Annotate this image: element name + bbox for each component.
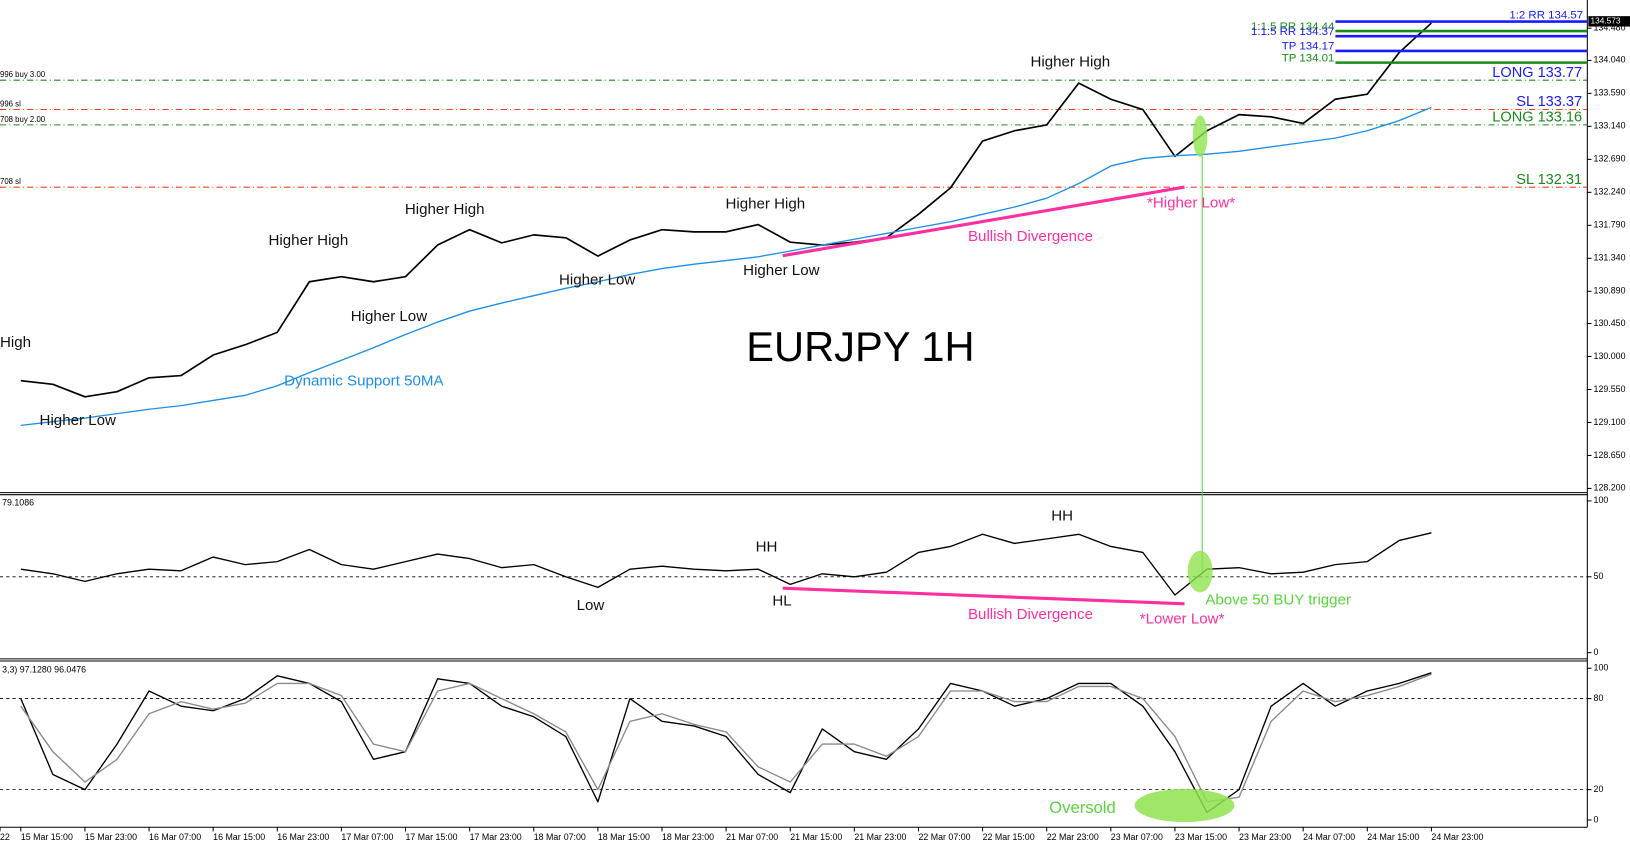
x-tick-label: 22 Mar 23:00 (1047, 832, 1099, 842)
x-tick-label: 16 Mar 23:00 (277, 832, 329, 842)
annotation: High (0, 334, 31, 351)
y-tick-label: 130.450 (1594, 318, 1626, 328)
annotation: Bullish Divergence (968, 228, 1093, 245)
annotation: Oversold (1049, 798, 1116, 817)
x-tick-label: 17 Mar 15:00 (406, 832, 458, 842)
annotation: Higher Low (559, 272, 635, 289)
level-label: LONG 133.16 (1492, 109, 1582, 125)
annotation: Low (577, 597, 605, 614)
annotation: Higher Low (351, 308, 427, 325)
y-tick-label: 20 (1594, 784, 1604, 794)
series-line (20, 673, 1432, 803)
x-tick-label: 23 Mar 15:00 (1175, 832, 1227, 842)
annotation: *Lower Low* (1140, 610, 1225, 627)
x-tick-label: 23 Mar 07:00 (1111, 832, 1163, 842)
chart-title: EURJPY 1H (746, 323, 974, 370)
y-tick-label: 80 (1594, 693, 1604, 703)
price-tag (1588, 16, 1630, 27)
x-tick-label: 17 Mar 23:00 (470, 832, 522, 842)
order-label: 708 sl (0, 177, 21, 186)
y-tick-label: 0 (1594, 647, 1599, 657)
target-label: TP 134.17 (1282, 41, 1335, 53)
target-label: TP 134.01 (1282, 52, 1335, 64)
annotation: HH (1051, 508, 1073, 525)
y-tick-label: 134.040 (1594, 55, 1626, 65)
annotation: Higher Low (743, 262, 819, 279)
order-label: 708 buy 2.00 (0, 115, 46, 124)
divergence-line (782, 586, 1185, 606)
y-tick-label: 131.340 (1594, 253, 1626, 263)
annotation: Higher High (725, 196, 805, 213)
highlight (1187, 550, 1213, 593)
panel-title: 79.1086 (2, 497, 34, 507)
price-tag-label: 134.573 (1590, 16, 1620, 26)
level-label: SL 132.31 (1516, 172, 1582, 188)
y-tick-label: 100 (1594, 663, 1609, 673)
order-label: 996 buy 3.00 (0, 70, 46, 79)
y-tick-label: 133.590 (1594, 88, 1626, 98)
x-tick-label: 24 Mar 07:00 (1303, 832, 1355, 842)
panel-title: 3,3) 97.1280 96.0476 (2, 665, 86, 675)
y-tick-label: 129.550 (1594, 384, 1626, 394)
y-tick-label: 0 (1594, 814, 1599, 824)
annotations: EURJPY 1H High Higher Low Higher High Hi… (0, 53, 1351, 817)
level-label: LONG 133.77 (1492, 65, 1582, 81)
series-line (20, 672, 1432, 814)
annotation: Higher High (405, 201, 485, 218)
x-tick-label: 21 Mar 23:00 (854, 832, 906, 842)
annotation: Bullish Divergence (968, 606, 1093, 623)
y-tick-label: 132.690 (1594, 154, 1626, 164)
annotation: *Higher Low* (1147, 195, 1235, 212)
x-tick-label: 21 Mar 15:00 (790, 832, 842, 842)
x-tick-label: 15 Mar 15:00 (21, 832, 73, 842)
x-tick-label: 17 Mar 07:00 (341, 832, 393, 842)
x-tick-label: 18 Mar 15:00 (598, 832, 650, 842)
annotation: Higher High (269, 232, 349, 249)
y-tick-label: 100 (1594, 495, 1609, 505)
highlight (1192, 115, 1208, 157)
x-tick-label: 21 Mar 07:00 (726, 832, 778, 842)
y-tick-label: 132.240 (1594, 187, 1626, 197)
y-tick-label: 130.000 (1594, 351, 1626, 361)
x-tick-label: 16 Mar 07:00 (149, 832, 201, 842)
x-tick-label: 15 Mar 23:00 (85, 832, 137, 842)
x-tick-label: 18 Mar 07:00 (534, 832, 586, 842)
y-tick-label: 133.140 (1594, 121, 1626, 131)
plot-layer (0, 22, 1588, 814)
target-label: 1:1.5 RR 134.37 (1251, 26, 1334, 38)
x-tick-label: 16 Mar 15:00 (213, 832, 265, 842)
x-tick-label: 18 Mar 23:00 (662, 832, 714, 842)
annotation: Above 50 BUY trigger (1205, 592, 1351, 609)
highlight (1134, 788, 1235, 823)
target-label: 1:1.5 RR 134.44 (1251, 21, 1335, 33)
series-line (20, 106, 1432, 427)
x-tick-label: 22 (0, 832, 10, 842)
annotation: Higher High (1030, 53, 1110, 70)
y-tick-label: 50 (1594, 571, 1604, 581)
series-line (20, 532, 1432, 596)
y-tick-label: 134.480 (1594, 23, 1626, 33)
x-tick-label: 24 Mar 23:00 (1431, 832, 1483, 842)
y-tick-label: 131.790 (1594, 220, 1626, 230)
y-tick-label: 129.100 (1594, 417, 1626, 427)
overlays (782, 115, 1235, 823)
target-label: 1:2 RR 134.57 (1509, 9, 1583, 21)
x-tick-label: 24 Mar 15:00 (1367, 832, 1419, 842)
x-tick-label: 22 Mar 07:00 (918, 832, 970, 842)
panel-frames (0, 0, 1588, 828)
x-tick-label: 23 Mar 23:00 (1239, 832, 1291, 842)
x-tick-label: 22 Mar 15:00 (983, 832, 1035, 842)
y-tick-label: 128.200 (1594, 483, 1626, 493)
divergence-line (782, 185, 1185, 258)
annotation: Higher Low (40, 412, 116, 429)
annotation: Dynamic Support 50MA (284, 372, 444, 389)
order-label: 996 sl (0, 99, 21, 108)
y-tick-label: 130.890 (1594, 286, 1626, 296)
y-tick-label: 128.650 (1594, 450, 1626, 460)
annotation: HH (756, 539, 778, 556)
annotation: HL (772, 593, 791, 610)
level-label: SL 133.37 (1516, 94, 1582, 110)
